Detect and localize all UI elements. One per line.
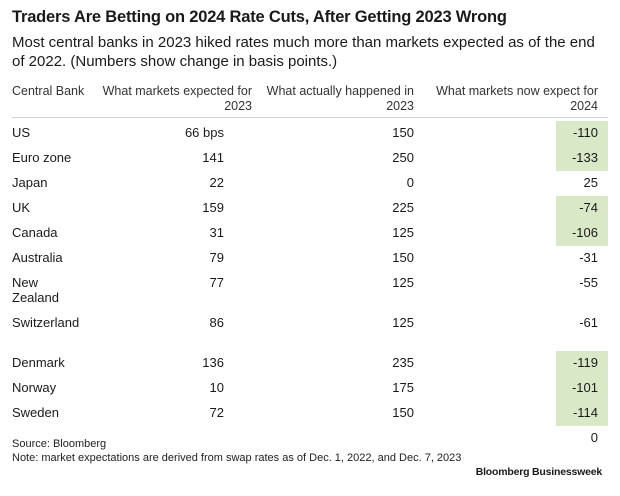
bank-name-cell: New Zealand — [12, 275, 59, 305]
expected-2023-cell: 86 — [209, 315, 224, 330]
bank-name-cell: US — [12, 125, 31, 140]
expect-2024-cell: -55 — [579, 275, 598, 290]
bank-name-cell: Australia — [12, 250, 63, 265]
expected-2023-cell: 77 — [209, 275, 224, 290]
highlight-cell — [556, 376, 608, 401]
expected-2023-cell: 141 — [202, 150, 224, 165]
expected-2023-cell: 72 — [209, 405, 224, 420]
actual-2023-cell: 125 — [392, 225, 414, 240]
highlight-cell — [556, 351, 608, 376]
header-expected-2023: What markets expected for 2023 — [102, 84, 252, 113]
expect-2024-cell: -61 — [579, 315, 598, 330]
bank-name-cell: Norway — [12, 380, 57, 395]
expected-2023-cell: 22 — [209, 175, 224, 190]
expected-2023-cell: 136 — [202, 355, 224, 370]
bank-name-cell: Japan — [12, 175, 48, 190]
expect-2024-cell: 0 — [590, 430, 598, 445]
expect-2024-cell: -74 — [579, 200, 598, 215]
bank-name-cell: UK — [12, 200, 31, 215]
expected-2023-cell: 10 — [209, 380, 224, 395]
expect-2024-cell: -133 — [571, 150, 598, 165]
expected-2023-cell: 79 — [209, 250, 224, 265]
bank-name-cell: Canada — [12, 225, 58, 240]
actual-2023-cell: 175 — [392, 380, 414, 395]
methodology-note: Note: market expectations are derived fr… — [12, 452, 462, 464]
actual-2023-cell: 0 — [406, 175, 414, 190]
bank-name-cell: Euro zone — [12, 150, 72, 165]
actual-2023-cell: 235 — [392, 355, 414, 370]
actual-2023-cell: 150 — [392, 250, 414, 265]
highlight-cell — [556, 121, 608, 146]
actual-2023-cell: 125 — [392, 315, 414, 330]
actual-2023-cell: 125 — [392, 275, 414, 290]
header-divider — [12, 117, 608, 118]
expect-2024-cell: -114 — [572, 405, 598, 420]
highlight-cell — [556, 221, 608, 246]
expected-2023-cell: 66 bps — [184, 125, 224, 140]
chart-title: Traders Are Betting on 2024 Rate Cuts, A… — [12, 8, 507, 26]
actual-2023-cell: 225 — [392, 200, 414, 215]
highlight-cell — [556, 146, 608, 171]
expect-2024-cell: -31 — [579, 250, 598, 265]
footer: Source: Bloomberg Note: market expectati… — [12, 437, 472, 465]
actual-2023-cell: 250 — [392, 150, 414, 165]
expect-2024-cell: -119 — [572, 355, 598, 370]
actual-2023-cell: 150 — [392, 125, 414, 140]
expect-2024-cell: -101 — [571, 380, 598, 395]
bank-name-cell: Denmark — [12, 355, 65, 370]
highlight-cell — [556, 401, 608, 426]
expect-2024-cell: 25 — [583, 175, 598, 190]
header-expect-2024: What markets now expect for 2024 — [436, 84, 598, 113]
chart-subtitle: Most central banks in 2023 hiked rates m… — [12, 34, 595, 70]
bank-name-cell: Sweden — [12, 405, 59, 420]
brand-logo: Bloomberg Businessweek — [475, 466, 603, 478]
source-note: Source: Bloomberg — [12, 438, 107, 450]
expect-2024-cell: -110 — [572, 125, 598, 140]
highlight-cell — [556, 196, 608, 221]
bank-name-cell: Switzerland — [12, 315, 80, 330]
actual-2023-cell: 150 — [392, 405, 414, 420]
expected-2023-cell: 159 — [202, 200, 224, 215]
header-central-bank: Central Bank — [12, 84, 85, 98]
header-actual-2023: What actually happened in 2023 — [266, 84, 414, 113]
expect-2024-cell: -106 — [571, 225, 598, 240]
expected-2023-cell: 31 — [209, 225, 224, 240]
